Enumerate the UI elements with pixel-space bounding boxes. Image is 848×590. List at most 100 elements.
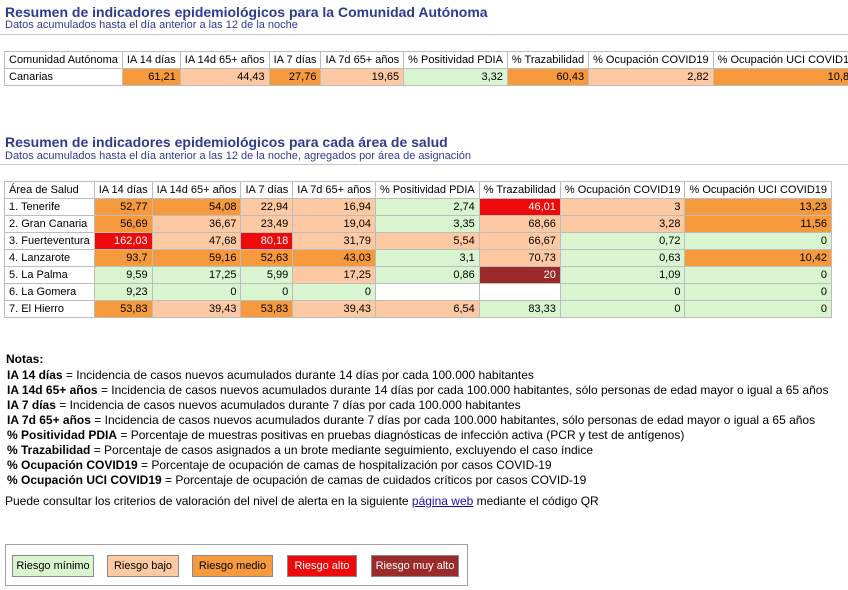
section1-divider — [0, 34, 848, 35]
indicator-cell: 5,99 — [240, 266, 294, 284]
note-description: = Porcentaje de casos asignados a un bro… — [90, 443, 594, 457]
indicator-cell: 10,81 — [712, 68, 848, 86]
area-name-cell: 6. La Gomera — [4, 283, 95, 301]
note-term: IA 7 días — [7, 398, 56, 412]
indicator-cell: 3,35 — [375, 215, 480, 233]
indicator-cell: 1,09 — [559, 266, 686, 284]
section1-subtitle: Datos acumulados hasta el día anterior a… — [5, 19, 298, 31]
column-header: % Positividad PDIA — [375, 181, 480, 199]
indicator-cell: 0 — [684, 283, 833, 301]
indicator-cell: 5,54 — [375, 232, 480, 250]
table-row: 2. Gran Canaria 56,69 36,67 23,49 19,04 3,35 6… — [4, 215, 833, 233]
indicator-cell: 22,94 — [240, 198, 294, 216]
legend-risk-minimum: Riesgo mínimo — [12, 555, 94, 577]
note-description: = Incidencia de casos nuevos acumulados … — [90, 413, 816, 427]
risk-legend: Riesgo mínimo Riesgo bajo Riesgo medio R… — [5, 544, 468, 586]
column-header: % Ocupación UCI COVID19 — [712, 51, 848, 69]
criteria-web-link[interactable]: página web — [411, 494, 474, 508]
indicator-cell: 68,66 — [478, 215, 561, 233]
note-item: % Ocupación COVID19 = Porcentaje de ocup… — [6, 458, 828, 473]
indicator-cell: 0 — [240, 283, 294, 301]
indicator-cell: 17,25 — [151, 266, 242, 284]
note-description: = Porcentaje de muestras positivas en pr… — [117, 428, 685, 442]
indicator-cell: 0,86 — [375, 266, 480, 284]
note-term: IA 7d 65+ años — [7, 413, 91, 427]
area-name-cell: 3. Fuerteventura — [4, 232, 95, 250]
health-area-table: Área de Salud IA 14 días IA 14d 65+ años IA… — [4, 181, 833, 318]
column-header: Comunidad Autónoma — [4, 51, 123, 69]
indicator-cell: 80,18 — [240, 232, 294, 250]
note-description: = Porcentaje de ocupación de camas de cu… — [161, 473, 587, 487]
column-header: IA 7d 65+ años — [292, 181, 376, 199]
indicator-cell: 39,43 — [151, 300, 242, 318]
legend-risk-low: Riesgo bajo — [107, 555, 179, 577]
note-description: = Incidencia de casos nuevos acumulados … — [62, 368, 534, 382]
indicator-cell: 23,49 — [240, 215, 294, 233]
indicator-cell — [478, 283, 561, 301]
column-header: % Ocupación UCI COVID19 — [684, 181, 833, 199]
note-description: = Porcentaje de ocupación de camas de ho… — [137, 458, 552, 472]
indicator-cell: 27,76 — [268, 68, 322, 86]
indicator-cell: 53,83 — [240, 300, 294, 318]
section2-title: Resumen de indicadores epidemiológicos p… — [5, 134, 448, 150]
section2-subtitle: Datos acumulados hasta el día anterior a… — [5, 150, 471, 162]
indicator-cell: 3,1 — [375, 249, 480, 267]
legend-risk-medium: Riesgo medio — [192, 555, 273, 577]
note-term: % Trazabilidad — [7, 443, 91, 457]
notes-heading: Notas: — [6, 352, 44, 366]
indicator-cell: 47,68 — [151, 232, 242, 250]
indicator-cell — [375, 283, 480, 301]
indicator-cell: 19,04 — [292, 215, 376, 233]
table-row: Canarias 61,21 44,43 27,76 19,65 3,32 60,43 2,8… — [4, 68, 848, 86]
notes-section: Notas: IA 14 días = Incidencia de casos … — [6, 352, 828, 488]
table-row: 7. El Hierro 53,83 39,43 53,83 39,43 6,54 83,3… — [4, 300, 833, 318]
column-header: IA 14 días — [121, 51, 181, 69]
area-name-cell: 2. Gran Canaria — [4, 215, 95, 233]
note-item: IA 7 días = Incidencia de casos nuevos a… — [6, 398, 828, 413]
note-item: % Positividad PDIA = Porcentaje de muest… — [6, 428, 828, 443]
indicator-cell: 31,79 — [292, 232, 376, 250]
indicator-cell: 2,82 — [588, 68, 714, 86]
table-row: 1. Tenerife 52,77 54,08 22,94 16,94 2,74 46,01… — [4, 198, 833, 216]
indicator-cell: 44,43 — [179, 68, 270, 86]
indicator-cell: 0 — [684, 300, 833, 318]
note-item: % Trazabilidad = Porcentaje de casos asi… — [6, 443, 828, 458]
alert-criteria-text: Puede consultar los criterios de valorac… — [5, 494, 599, 508]
indicator-cell: 0 — [559, 283, 686, 301]
column-header: % Trazabilidad — [506, 51, 590, 69]
community-table-header-row: Comunidad Autónoma IA 14 días IA 14d 65+ a… — [4, 51, 848, 69]
section1-title: Resumen de indicadores epidemiológicos p… — [5, 4, 488, 20]
area-name-cell: 1. Tenerife — [4, 198, 95, 216]
consult-text-after: mediante el código QR — [473, 494, 599, 508]
indicator-cell: 0,63 — [559, 249, 686, 267]
indicator-cell: 3 — [559, 198, 686, 216]
table-row: 4. Lanzarote 93,7 59,16 52,63 43,03 3,1 70,73 0… — [4, 249, 833, 267]
indicator-cell: 3,32 — [403, 68, 508, 86]
indicator-cell: 0,72 — [559, 232, 686, 250]
indicator-cell: 36,67 — [151, 215, 242, 233]
indicator-cell: 3,28 — [559, 215, 686, 233]
notes-list: IA 14 días = Incidencia de casos nuevos … — [6, 368, 828, 488]
note-term: % Ocupación COVID19 — [7, 458, 138, 472]
indicator-cell: 2,74 — [375, 198, 480, 216]
legend-risk-very-high: Riesgo muy alto — [371, 555, 459, 577]
note-item: IA 14 días = Incidencia de casos nuevos … — [6, 368, 828, 383]
column-header: IA 7 días — [268, 51, 322, 69]
column-header: IA 14 días — [93, 181, 153, 199]
indicator-cell: 0 — [151, 283, 242, 301]
column-header: Área de Salud — [4, 181, 95, 199]
table-row: 3. Fuerteventura 162,03 47,68 80,18 31,79 5,5… — [4, 232, 833, 250]
indicator-cell: 0 — [292, 283, 376, 301]
column-header: IA 14d 65+ años — [151, 181, 242, 199]
area-table-header-row: Área de Salud IA 14 días IA 14d 65+ años IA… — [4, 181, 833, 199]
area-name-cell: 4. Lanzarote — [4, 249, 95, 267]
column-header: IA 7d 65+ años — [320, 51, 405, 69]
note-term: % Ocupación UCI COVID19 — [7, 473, 162, 487]
indicator-cell: 70,73 — [478, 249, 561, 267]
indicator-cell: 0 — [684, 266, 833, 284]
indicator-cell: 10,42 — [684, 249, 833, 267]
indicator-cell: 59,16 — [151, 249, 242, 267]
indicator-cell: 162,03 — [93, 232, 153, 250]
indicator-cell: 54,08 — [151, 198, 242, 216]
indicator-cell: 19,65 — [320, 68, 405, 86]
